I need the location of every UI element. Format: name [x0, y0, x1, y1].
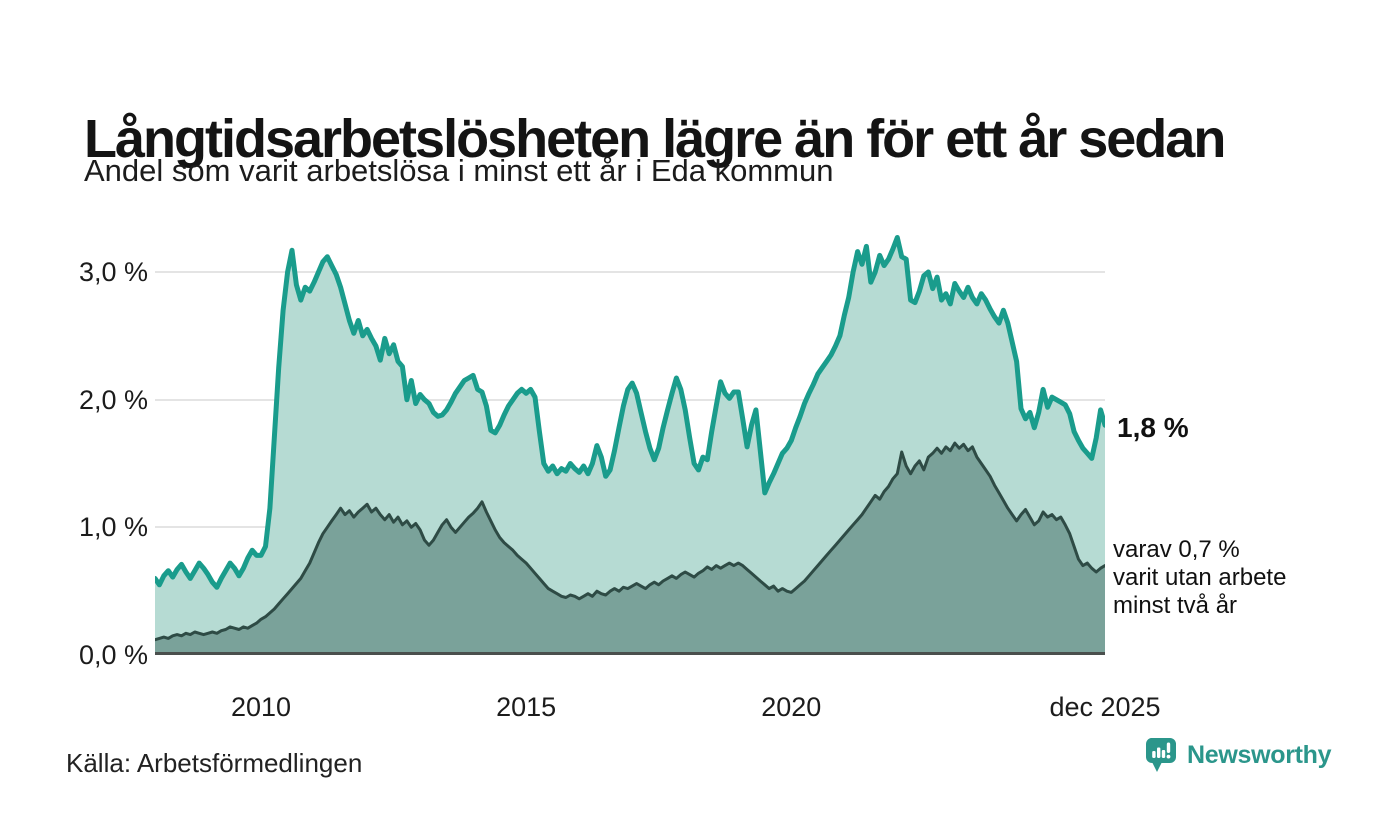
x-axis-tick-label: 2010	[230, 692, 292, 722]
line-minst-tva-ar	[155, 441, 1105, 642]
newsworthy-wordmark: Newsworthy	[1187, 741, 1332, 769]
chart-subtitle: Andel som varit arbetslösa i minst ett å…	[84, 153, 834, 188]
x-axis-tick-label: dec 2025	[1049, 692, 1161, 722]
secondary-note-line-3: minst två år	[1113, 592, 1238, 619]
y-axis-tick-label: 1,0 %	[78, 512, 148, 543]
newsworthy-icon	[1146, 738, 1176, 772]
x-axis-tick-label: 2015	[496, 692, 557, 722]
secondary-value-note: varav 0,7 % varit utan arbete minst två …	[1113, 536, 1286, 620]
x-axis-tick-label: 2020	[761, 692, 822, 722]
area-minst-tva-ar	[155, 443, 1105, 655]
secondary-note-line-2: varit utan arbete	[1113, 564, 1287, 591]
gridline	[155, 270, 1105, 273]
latest-value-label: 1,8 %	[1117, 412, 1189, 443]
newsworthy-logo[interactable]: Newsworthy	[1146, 738, 1332, 773]
secondary-note-line-1: varav 0,7 %	[1113, 536, 1240, 563]
y-axis-tick-label: 3,0 %	[78, 256, 148, 287]
y-axis-tick-label: 2,0 %	[78, 384, 148, 415]
area-chart-plot	[155, 235, 1105, 655]
y-axis-tick-label: 0,0 %	[78, 640, 148, 670]
source-label: Källa: Arbetsförmedlingen	[66, 748, 363, 778]
chart-title: Långtidsarbetslösheten lägre än för ett …	[84, 109, 1226, 170]
line-minst-ett-ar	[155, 235, 1105, 590]
